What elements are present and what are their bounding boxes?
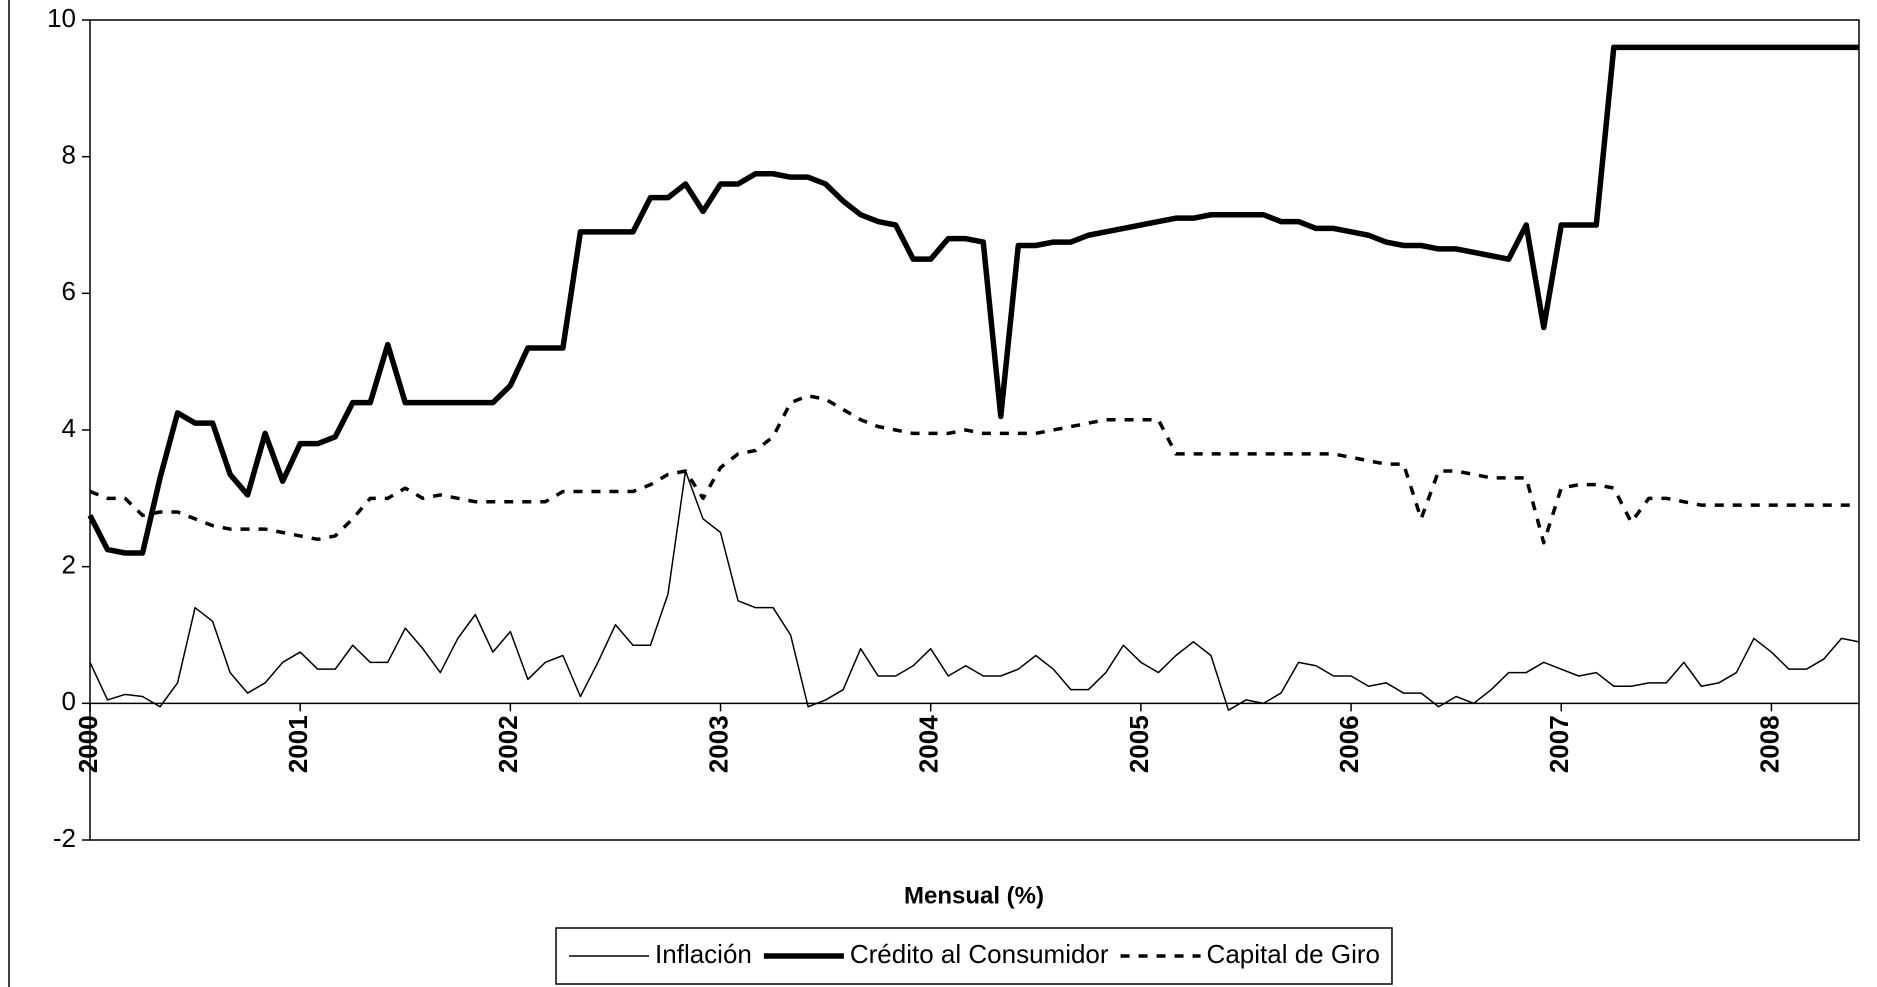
- x-tick-label: 2008: [1754, 715, 1784, 773]
- x-tick-label: 2002: [493, 715, 523, 773]
- y-tick-label: 0: [62, 686, 76, 716]
- series-line: [89, 394, 1859, 545]
- y-tick-label: 2: [62, 550, 76, 580]
- x-tick-label: 2003: [703, 715, 733, 773]
- x-tick-label: 2006: [1334, 715, 1364, 773]
- axis-title: Mensual (%): [904, 882, 1044, 909]
- y-tick-label: 10: [47, 3, 76, 33]
- legend-label: Capital de Giro: [1207, 939, 1380, 969]
- x-tick-label: 2005: [1124, 715, 1154, 773]
- y-tick-label: 6: [62, 276, 76, 306]
- y-tick-label: 4: [62, 413, 76, 443]
- x-tick-label: 2007: [1544, 715, 1574, 773]
- x-tick-label: 2001: [283, 715, 313, 773]
- y-tick-label: -2: [53, 823, 76, 853]
- plot-frame: [89, 19, 1860, 841]
- series-line: [87, 44, 1859, 556]
- legend-label: Crédito al Consumidor: [850, 939, 1109, 969]
- legend-box: [555, 927, 1393, 985]
- legend-label: Inflación: [655, 939, 752, 969]
- series-line: [89, 470, 1860, 711]
- x-tick-label: 2004: [914, 715, 944, 773]
- x-tick-label: 2000: [73, 715, 103, 773]
- y-tick-label: 8: [62, 140, 76, 170]
